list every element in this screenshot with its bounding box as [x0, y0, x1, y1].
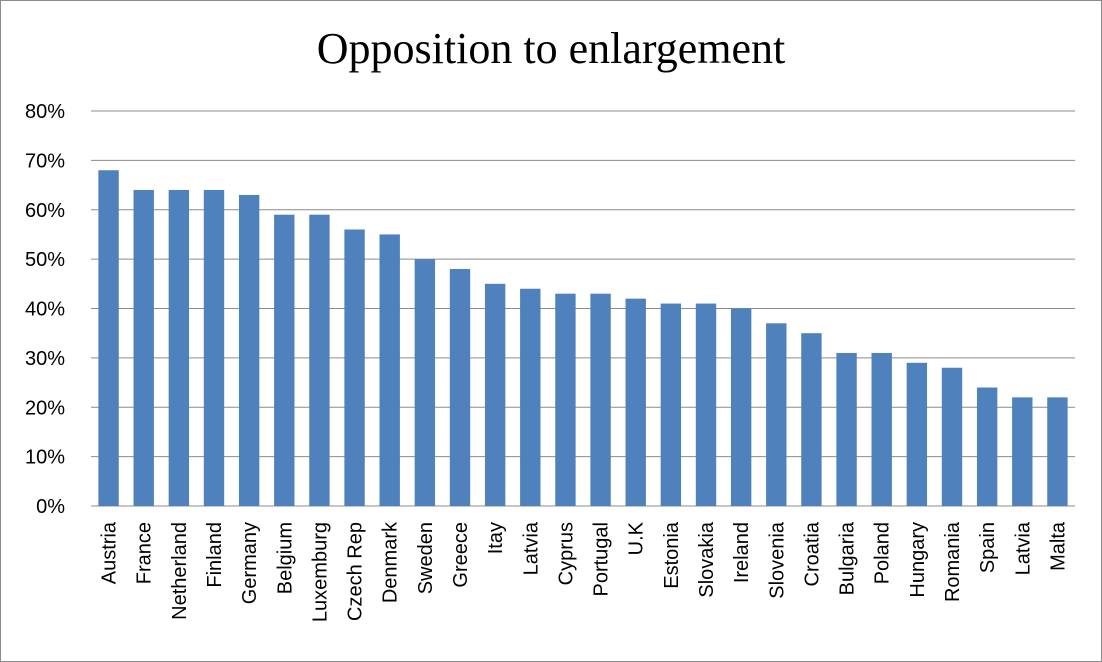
bar	[660, 303, 682, 506]
bar	[695, 303, 717, 506]
x-category-label: Austria	[99, 521, 121, 584]
bar	[203, 190, 225, 506]
y-tick-label: 40%	[25, 299, 65, 321]
x-category-label: Ireland	[731, 522, 753, 583]
x-category-label: Germany	[239, 522, 261, 604]
x-axis-labels: Austria France Netherland Finland Germany Bel…	[99, 521, 1070, 622]
y-tick-label: 50%	[25, 249, 65, 271]
bar	[1047, 397, 1068, 506]
x-category-label: Estonia	[661, 521, 683, 589]
x-category-label: Romania	[942, 521, 964, 602]
bar	[555, 293, 576, 506]
x-category-label: Slovakia	[696, 521, 718, 597]
bar	[625, 298, 646, 506]
bar	[801, 333, 822, 506]
bar	[484, 283, 506, 506]
bar	[520, 288, 541, 506]
bar	[309, 214, 330, 506]
x-category-label: Poland	[872, 522, 894, 584]
bar	[941, 367, 963, 506]
y-tick-label: 60%	[25, 200, 65, 222]
y-tick-label: 0%	[36, 496, 65, 518]
x-category-label: Slovenia	[766, 521, 788, 599]
x-category-label: Spain	[977, 522, 999, 573]
gridlines	[91, 110, 1075, 507]
x-category-label: Bulgaria	[837, 521, 859, 595]
bar	[168, 190, 190, 506]
bar	[766, 323, 787, 506]
bar	[871, 352, 892, 506]
bar	[1012, 397, 1033, 506]
x-category-label: Portugal	[591, 522, 613, 597]
bar	[414, 259, 436, 506]
bar	[590, 293, 611, 506]
x-category-label: Malta	[1047, 521, 1069, 571]
bar	[133, 190, 154, 506]
x-category-label: Denmark	[380, 521, 402, 603]
x-category-label: Netherland	[169, 522, 191, 620]
bar	[730, 308, 752, 506]
x-category-label: France	[134, 522, 156, 584]
x-category-label: Greece	[450, 522, 472, 588]
x-category-label: Croatia	[801, 521, 823, 586]
x-category-label: Cyprus	[555, 522, 577, 585]
bar	[238, 194, 260, 506]
bar	[836, 352, 857, 506]
bar	[274, 214, 295, 506]
y-tick-label: 10%	[25, 447, 65, 469]
bar	[98, 170, 119, 506]
x-category-label: Luxemburg	[309, 522, 331, 622]
x-category-label: U.K	[626, 521, 648, 555]
bar	[449, 269, 471, 506]
bars	[98, 170, 1068, 506]
x-category-label: Latvia	[520, 521, 542, 575]
x-category-label: Sweden	[415, 522, 437, 594]
x-category-label: Czech Rep	[345, 522, 367, 621]
y-tick-label: 30%	[25, 348, 65, 370]
x-category-label: Belgium	[274, 522, 296, 594]
bar	[344, 229, 365, 506]
x-category-label: Latvia	[1012, 521, 1034, 575]
y-axis-ticks: 0% 10% 20% 30% 40% 50% 60% 70% 80%	[25, 101, 65, 518]
y-tick-label: 70%	[25, 150, 65, 172]
y-tick-label: 20%	[25, 397, 65, 419]
bar	[379, 234, 400, 506]
x-category-label: Finland	[204, 522, 226, 588]
bar	[976, 387, 998, 506]
x-category-label: Hungary	[907, 522, 929, 598]
y-tick-label: 80%	[25, 101, 65, 123]
bar	[906, 362, 928, 506]
x-category-label: Itay	[485, 522, 507, 554]
chart-title: Opposition to enlargement	[316, 24, 786, 73]
